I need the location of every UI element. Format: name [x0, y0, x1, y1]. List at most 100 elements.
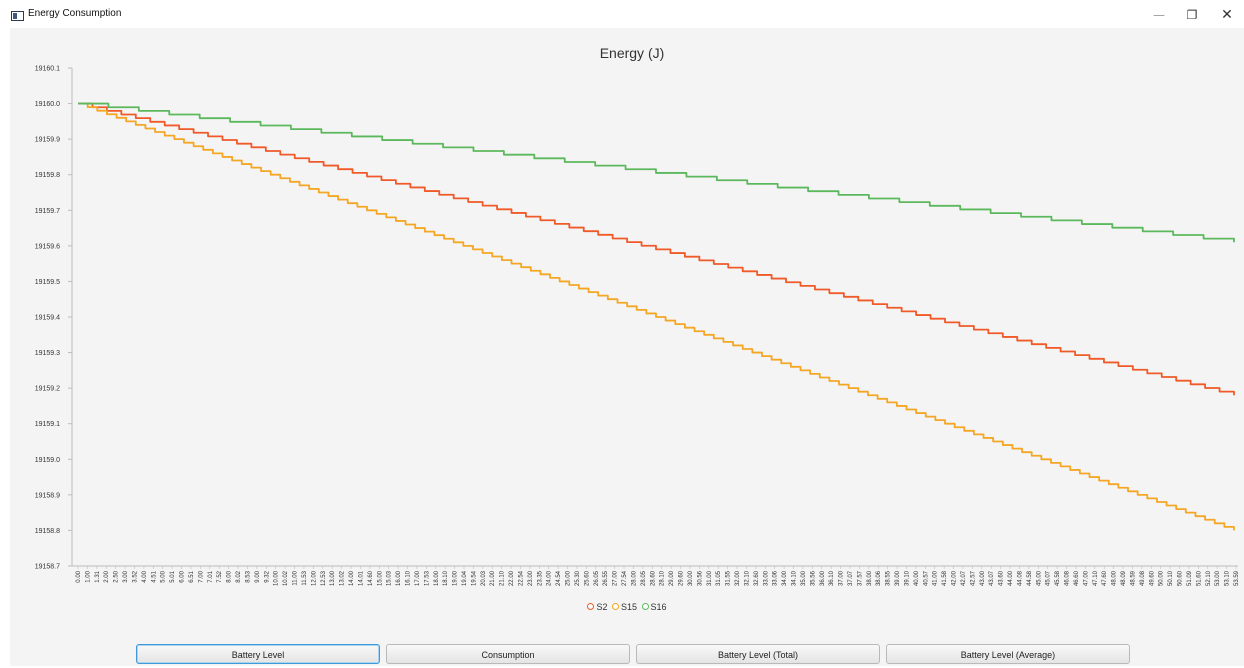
x-tick-label: 53.10	[1225, 570, 1231, 586]
y-tick-label: 19160.1	[35, 66, 60, 73]
x-tick-label: 10.02	[283, 570, 289, 586]
energy-chart: Energy (J) 19160.119160.019159.919159.81…	[35, 45, 1240, 587]
x-tick-label: 38.06	[876, 570, 882, 586]
x-tick-label: 0.00	[76, 570, 82, 582]
battery-level-button[interactable]: Battery Level	[136, 644, 380, 664]
x-tick-label: 37.07	[848, 570, 854, 586]
x-tick-label: 2.00	[104, 570, 110, 582]
series-line-s15	[78, 102, 1235, 531]
x-tick-label: 33.06	[773, 570, 779, 586]
maximize-button[interactable]: ❐	[1186, 8, 1198, 22]
x-tick-label: 45.07	[1046, 570, 1052, 586]
legend-item-s2: S2	[587, 602, 607, 612]
x-tick-label: 7.00	[198, 570, 204, 582]
x-tick-label: 4.00	[142, 570, 148, 582]
x-tick-label: 14.60	[368, 570, 374, 586]
x-tick-label: 28.10	[660, 570, 666, 586]
x-tick-label: 52.10	[1206, 570, 1212, 586]
x-tick-label: 19.00	[453, 570, 459, 586]
x-tick-label: 42.00	[952, 570, 958, 586]
x-tick-label: 27.54	[622, 570, 628, 586]
x-tick-label: 42.57	[970, 570, 976, 586]
y-tick-label: 19159.5	[35, 279, 60, 286]
x-tick-label: 21.00	[490, 570, 496, 586]
x-tick-label: 51.09	[1187, 570, 1193, 586]
x-tick-label: 14.01	[358, 570, 364, 586]
x-tick-label: 53.00	[1215, 570, 1221, 586]
x-tick-label: 18.00	[434, 570, 440, 586]
x-tick-label: 45.00	[1036, 570, 1042, 586]
x-tick-label: 24.54	[556, 570, 562, 586]
x-tick-label: 40.00	[914, 570, 920, 586]
x-tick-label: 27.00	[613, 570, 619, 586]
x-tick-label: 48.59	[1130, 570, 1136, 586]
legend-s16-marker	[641, 603, 649, 611]
x-tick-label: 25.00	[566, 570, 572, 586]
x-tick-label: 13.00	[330, 570, 336, 586]
close-button[interactable]: ✕	[1221, 7, 1233, 23]
series-line-s16	[78, 102, 1235, 243]
legend-s15-marker	[611, 603, 619, 611]
x-tick-label: 41.00	[933, 570, 939, 586]
x-tick-label: 13.02	[340, 570, 346, 586]
x-tick-label: 26.55	[603, 570, 609, 586]
x-tick-label: 14.00	[349, 570, 355, 586]
x-tick-label: 23.35	[537, 570, 543, 586]
x-tick-label: 43.00	[980, 570, 986, 586]
x-tick-label: 29.00	[669, 570, 675, 586]
y-tick-label: 19158.9	[35, 492, 60, 499]
x-tick-label: 43.07	[989, 570, 995, 586]
x-tick-label: 9.32	[264, 570, 270, 582]
x-tick-label: 16.10	[406, 570, 412, 586]
consumption-button[interactable]: Consumption	[386, 644, 630, 664]
x-tick-label: 19.04	[462, 570, 468, 586]
legend-item-s15: S15	[611, 602, 637, 612]
x-tick-label: 11.53	[302, 570, 308, 585]
x-tick-label: 2.50	[114, 570, 120, 582]
x-tick-label: 28.00	[631, 570, 637, 586]
x-tick-label: 23.00	[528, 570, 534, 586]
x-tick-label: 9.00	[255, 570, 261, 582]
x-tick-label: 7.52	[217, 570, 223, 582]
x-tick-label: 41.58	[942, 570, 948, 586]
chart-axes: 19160.1 19160.0 19159.9 19159.8 19159.7 19159…	[35, 66, 1240, 587]
x-tick-label: 31.00	[707, 570, 713, 586]
x-tick-label: 21.10	[500, 570, 506, 586]
x-tick-label: 20.03	[481, 570, 487, 586]
minimize-button[interactable]: —	[1153, 8, 1165, 22]
x-tick-label: 15.00	[377, 570, 383, 586]
x-tick-label: 32.60	[754, 570, 760, 586]
x-tick-label: 29.60	[679, 570, 685, 586]
x-tick-label: 39.00	[895, 570, 901, 586]
y-tick-label: 19160.0	[35, 101, 60, 108]
battery-level-average-button[interactable]: Battery Level (Average)	[886, 644, 1130, 664]
x-tick-label: 12.00	[311, 570, 317, 586]
x-tick-label: 18.10	[443, 570, 449, 586]
y-tick-label: 19159.0	[35, 457, 60, 464]
x-tick-label: 8.00	[227, 570, 233, 582]
y-tick-label: 19159.3	[35, 350, 60, 357]
x-tick-label: 47.00	[1083, 570, 1089, 586]
x-tick-label: 17.53	[424, 570, 430, 586]
x-tick-label: 40.57	[923, 570, 929, 586]
y-tick-label: 19158.7	[35, 564, 60, 571]
x-tick-label: 34.10	[792, 570, 798, 586]
x-tick-label: 1.31	[95, 570, 101, 582]
x-tick-label: 53.59	[1234, 570, 1240, 586]
x-tick-label: 6.51	[189, 570, 195, 582]
x-tick-label: 50.00	[1159, 570, 1165, 586]
x-tick-label: 38.00	[867, 570, 873, 586]
view-button-row: Battery Level Consumption Battery Level …	[10, 644, 1244, 668]
x-tick-label: 25.30	[575, 570, 581, 586]
x-tick-label: 44.08	[1017, 570, 1023, 586]
app-icon	[11, 11, 24, 21]
x-tick-label: 28.05	[641, 570, 647, 586]
x-tick-label: 36.10	[829, 570, 835, 586]
x-tick-label: 33.00	[763, 570, 769, 586]
x-tick-label: 36.00	[820, 570, 826, 586]
x-tick-label: 34.00	[782, 570, 788, 586]
x-tick-label: 28.60	[650, 570, 656, 586]
x-tick-label: 32.10	[744, 570, 750, 586]
x-tick-label: 35.00	[801, 570, 807, 586]
battery-level-total-button[interactable]: Battery Level (Total)	[636, 644, 880, 664]
